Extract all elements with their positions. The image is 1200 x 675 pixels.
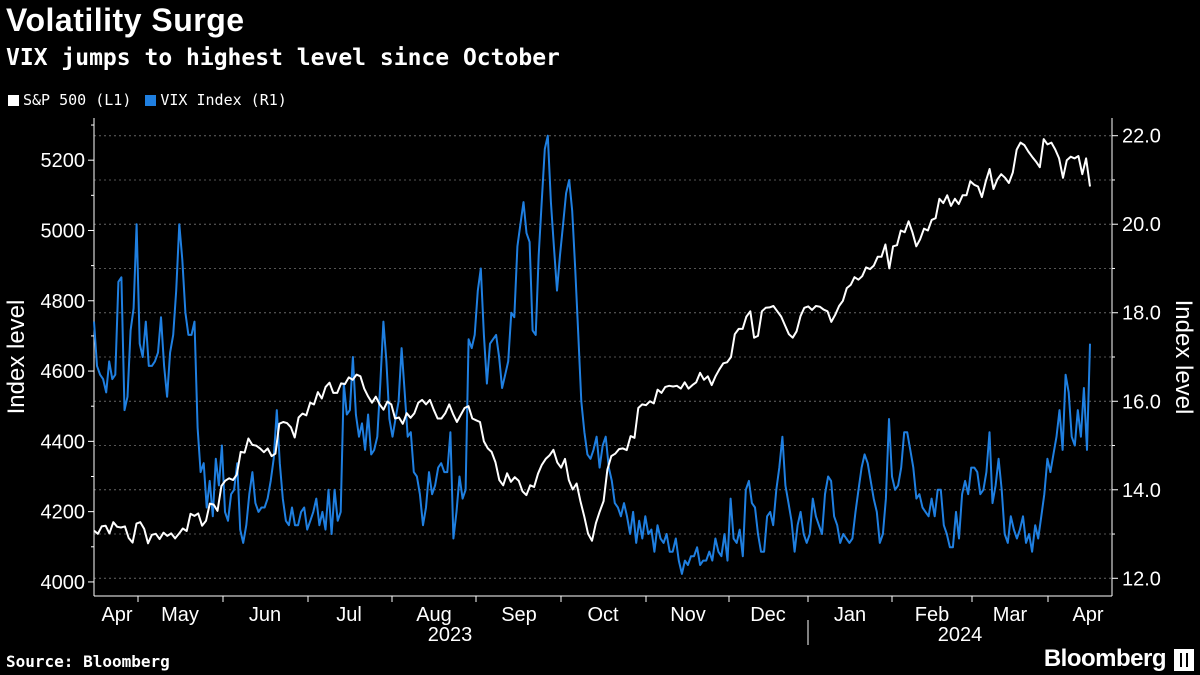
left-axis-title: Index level (3, 300, 30, 415)
bloomberg-mark-icon (1174, 649, 1194, 671)
left-tick-label: 4400 (41, 431, 86, 453)
left-tick-label: 4000 (41, 572, 86, 594)
vix-line (93, 134, 1091, 575)
legend-swatch-vix (145, 94, 157, 106)
left-tick-label: 4200 (41, 502, 86, 524)
left-tick-label: 4600 (41, 361, 86, 383)
legend-item-sp500: S&P 500 (L1) (8, 91, 131, 109)
x-tick-label: Dec (750, 604, 786, 626)
right-tick-label: 20.0 (1122, 214, 1161, 236)
bloomberg-logo: Bloomberg (1043, 645, 1167, 672)
chart-subtitle: VIX jumps to highest level since October (6, 45, 560, 71)
legend-label-vix: VIX Index (R1) (160, 91, 287, 109)
x-tick-label: Jan (834, 604, 866, 626)
legend-swatch-sp500 (8, 94, 19, 106)
x-tick-label: Jun (249, 604, 281, 626)
x-tick-label: Aug (416, 604, 452, 626)
x-tick-label: Jul (336, 604, 362, 626)
axis-layer: 4000 4200 4400 4600 4800 5000 5200 12.0 14.0 16.0… (41, 118, 1161, 646)
x-tick-label: Apr (1072, 604, 1103, 626)
x-tick-label: Apr (101, 604, 132, 626)
source-note: Source: Bloomberg (6, 652, 170, 671)
right-axis-title: Index level (1170, 300, 1197, 415)
x-tick-label: Oct (587, 604, 619, 626)
x-tick-label: May (161, 604, 199, 626)
legend: S&P 500 (L1) VIX Index (R1) (8, 91, 287, 109)
left-tick-label: 5000 (41, 220, 86, 242)
x-year-label: 2023 (428, 624, 473, 646)
x-tick-label: Sep (501, 604, 537, 626)
series-layer (93, 134, 1091, 575)
left-tick-label: 5200 (41, 150, 86, 172)
x-tick-label: Feb (915, 604, 949, 626)
right-tick-label: 22.0 (1122, 126, 1161, 148)
left-tick-label: 4800 (41, 291, 86, 313)
x-year-label: 2024 (938, 624, 983, 646)
right-tick-label: 16.0 (1122, 391, 1161, 413)
right-tick-label: 12.0 (1122, 568, 1161, 590)
right-tick-label: 18.0 (1122, 303, 1161, 325)
x-tick-label: Mar (993, 604, 1028, 626)
x-tick-label: Nov (670, 604, 706, 626)
chart-title: Volatility Surge (6, 2, 245, 38)
legend-label-sp500: S&P 500 (L1) (23, 91, 132, 109)
right-tick-label: 14.0 (1122, 480, 1161, 502)
legend-item-vix: VIX Index (R1) (145, 91, 287, 109)
sp500-line (93, 138, 1091, 545)
